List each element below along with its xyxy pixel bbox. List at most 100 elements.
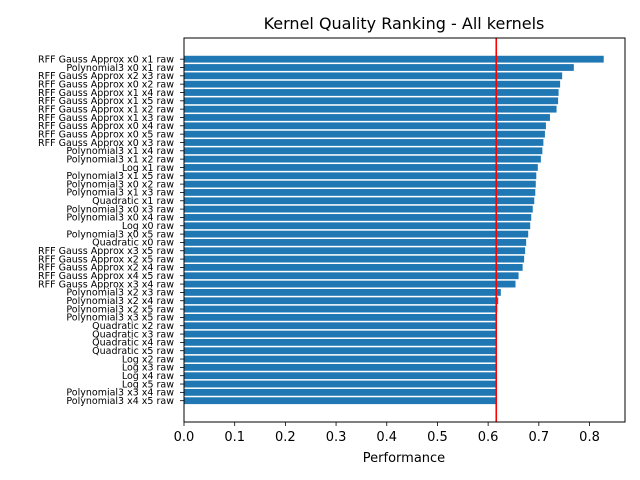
bar	[184, 230, 529, 238]
bar	[184, 397, 497, 405]
category-label: Quadratic x4 raw	[92, 338, 174, 349]
bar	[184, 114, 550, 121]
category-label: Polynomial3 x2 x4 raw	[66, 296, 174, 307]
bar	[184, 330, 497, 338]
category-label: RFF Gauss Approx x3 x4 raw	[38, 279, 174, 290]
bar	[184, 155, 541, 163]
bar	[184, 130, 545, 138]
bar	[184, 338, 497, 346]
category-label: RFF Gauss Approx x2 x4 raw	[38, 263, 174, 274]
bar	[184, 322, 497, 330]
bar	[184, 97, 559, 105]
category-label: Polynomial3 x3 x5 raw	[66, 313, 174, 324]
x-tick-label: 0.7	[528, 430, 549, 445]
category-label: Quadratic x3 raw	[92, 329, 174, 340]
bar	[184, 388, 497, 396]
bar	[184, 89, 559, 96]
bars-group	[184, 55, 604, 405]
bar	[184, 272, 519, 280]
bar	[184, 122, 546, 130]
category-label: Polynomial3 x0 x2 raw	[66, 179, 174, 190]
category-label: Log x0 raw	[122, 221, 174, 232]
category-label: Polynomial3 x1 x2 raw	[66, 154, 174, 165]
x-axis-label: Performance	[363, 451, 445, 466]
category-label: Quadratic x2 raw	[92, 321, 174, 332]
bar	[184, 247, 526, 255]
category-label: Polynomial3 x2 x3 raw	[66, 288, 174, 299]
category-label: Polynomial3 x2 x5 raw	[66, 304, 174, 315]
bar	[184, 355, 497, 363]
x-tick-label: 0.3	[326, 430, 347, 445]
category-label: Log x5 raw	[122, 379, 174, 390]
bar	[184, 222, 531, 230]
bar	[184, 180, 536, 188]
category-label: Polynomial3 x0 x5 raw	[66, 229, 174, 240]
bar	[184, 214, 532, 221]
category-label: Polynomial3 x0 x1 raw	[66, 63, 174, 74]
category-label: RFF Gauss Approx x3 x5 raw	[38, 246, 174, 257]
category-label: Log x1 raw	[122, 163, 174, 174]
x-ticks-group: 0.0 0.1 0.2 0.3 0.4 0.5 0.6 0.7 0.8	[174, 422, 600, 445]
axes-frame	[183, 37, 626, 423]
bar	[184, 297, 499, 305]
bar	[184, 72, 563, 80]
bar	[184, 280, 516, 288]
bar	[184, 105, 557, 113]
category-label: Quadratic x0 raw	[92, 238, 174, 249]
category-label: Polynomial3 x3 x4 raw	[66, 388, 174, 399]
bar	[184, 164, 538, 171]
bar	[184, 239, 527, 246]
category-label: Polynomial3 x0 x3 raw	[66, 204, 174, 215]
x-tick-label: 0.1	[224, 430, 245, 445]
bar	[184, 313, 497, 321]
category-label: Polynomial3 x1 x4 raw	[66, 146, 174, 157]
category-label: RFF Gauss Approx x2 x5 raw	[38, 254, 174, 265]
category-label: Log x2 raw	[122, 354, 174, 365]
bar	[184, 197, 535, 205]
bar	[184, 80, 561, 88]
x-tick-label: 0.5	[427, 430, 448, 445]
category-label: RFF Gauss Approx x0 x5 raw	[38, 129, 174, 140]
chart-title: Kernel Quality Ranking - All kernels	[264, 14, 545, 33]
bar	[184, 289, 501, 296]
bar	[184, 172, 537, 180]
category-label: RFF Gauss Approx x0 x4 raw	[38, 121, 174, 132]
x-tick-label: 0.8	[579, 430, 600, 445]
category-label: Quadratic x5 raw	[92, 346, 174, 357]
category-label: RFF Gauss Approx x1 x4 raw	[38, 88, 174, 99]
category-label: RFF Gauss Approx x1 x5 raw	[38, 96, 174, 107]
category-label: Log x4 raw	[122, 371, 174, 382]
category-label: Polynomial3 x4 x5 raw	[66, 396, 174, 407]
bar	[184, 55, 604, 63]
category-label: RFF Gauss Approx x0 x3 raw	[38, 138, 174, 149]
bar	[184, 372, 497, 380]
bar	[184, 64, 574, 71]
category-label: Polynomial3 x1 x5 raw	[66, 171, 174, 182]
category-label: RFF Gauss Approx x0 x2 raw	[38, 79, 174, 90]
bar	[184, 305, 498, 313]
bar	[184, 363, 497, 371]
bar	[184, 380, 497, 388]
category-label: RFF Gauss Approx x0 x1 raw	[38, 54, 174, 65]
category-label: Log x3 raw	[122, 363, 174, 374]
bar	[184, 189, 536, 196]
x-tick-label: 0.6	[478, 430, 499, 445]
x-tick-label: 0.4	[376, 430, 397, 445]
category-label: RFF Gauss Approx x2 x3 raw	[38, 71, 174, 82]
bar	[184, 255, 525, 263]
category-label: RFF Gauss Approx x1 x3 raw	[38, 113, 174, 124]
category-label: RFF Gauss Approx x4 x5 raw	[38, 271, 174, 282]
category-label: Polynomial3 x0 x4 raw	[66, 213, 174, 224]
bar	[184, 347, 497, 355]
category-label: Quadratic x1 raw	[92, 196, 174, 207]
bar	[184, 205, 533, 213]
x-tick-label: 0.2	[275, 430, 296, 445]
x-tick-label: 0.0	[174, 430, 195, 445]
category-label: Polynomial3 x1 x3 raw	[66, 188, 174, 199]
bar	[184, 139, 544, 146]
bar	[184, 147, 543, 155]
bar	[184, 264, 523, 271]
